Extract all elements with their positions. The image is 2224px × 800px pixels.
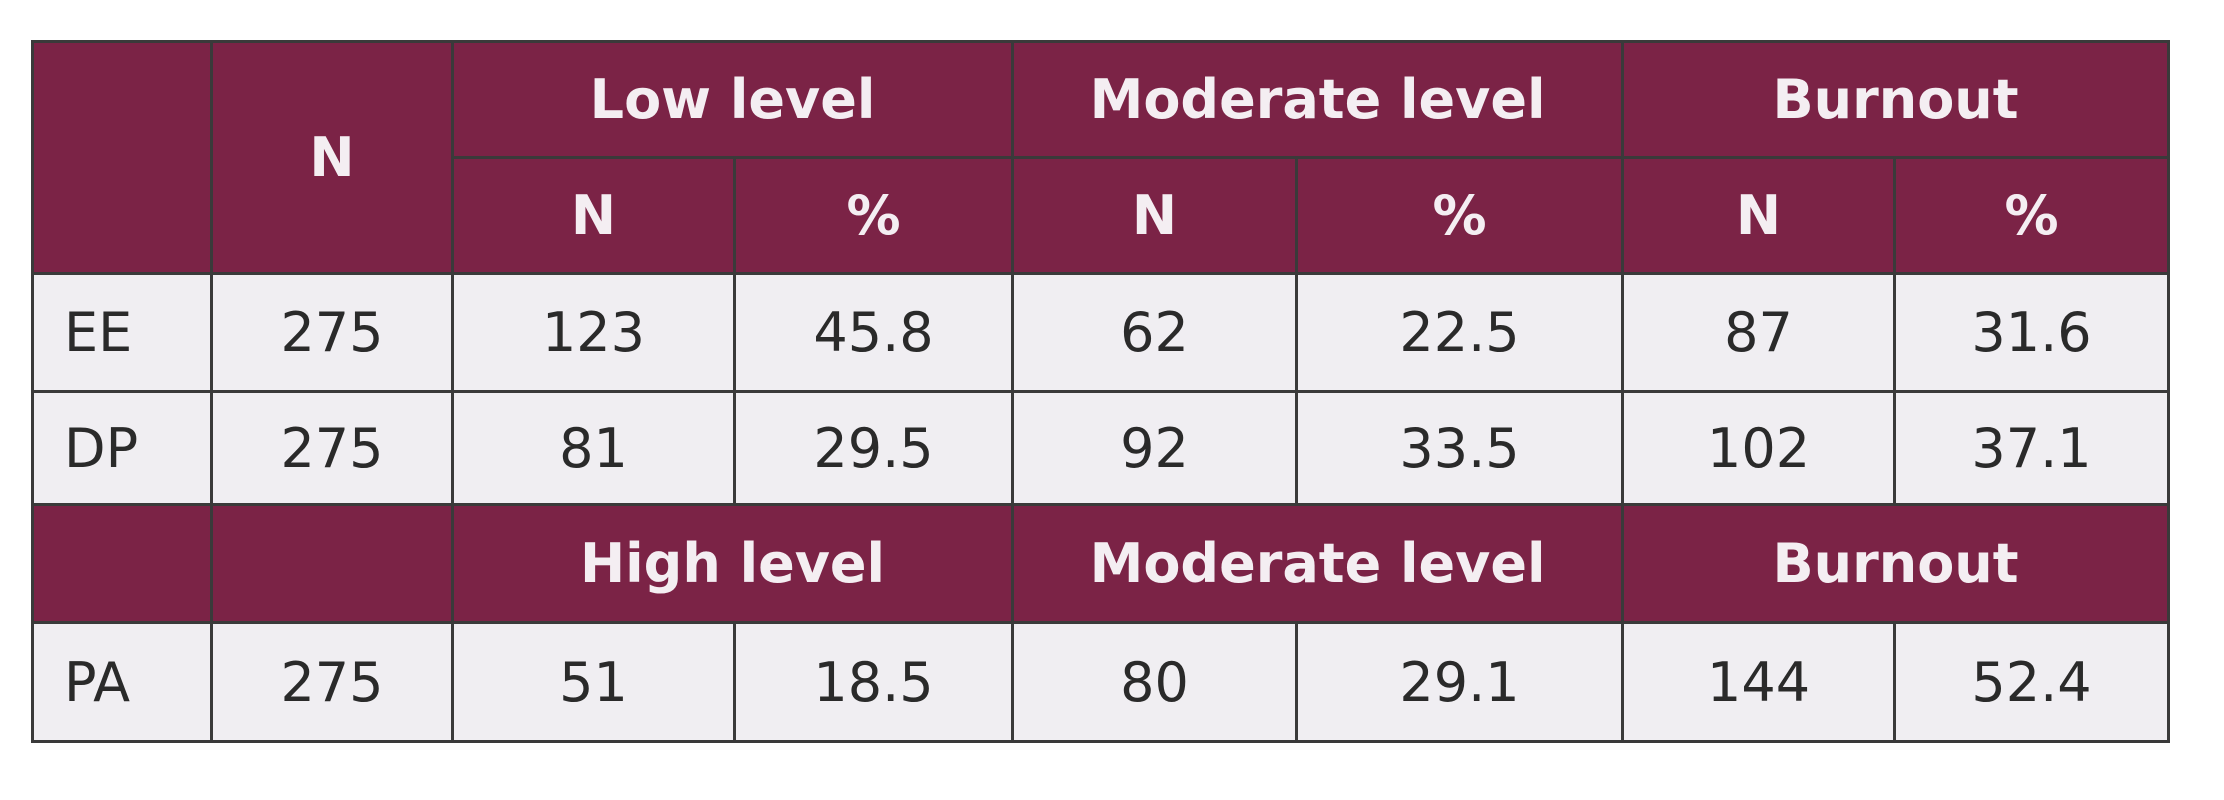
group-header: High level bbox=[450, 503, 1015, 624]
group-header: Moderate level bbox=[1011, 503, 1625, 624]
header-cell bbox=[31, 503, 213, 624]
data-row: PA 275 51 18.5 80 29.1 144 52.4 bbox=[31, 621, 2171, 743]
sub-header: % bbox=[1295, 156, 1625, 275]
header-row: N Low level Moderate level Burnout bbox=[31, 40, 2171, 275]
group-header: Moderate level bbox=[1011, 40, 1625, 159]
group-header: Burnout bbox=[1621, 40, 2171, 159]
subheader-row: N % N % N % bbox=[33, 156, 2171, 275]
cell: 275 bbox=[210, 272, 454, 393]
cell: 29.5 bbox=[732, 390, 1015, 506]
row-label: DP bbox=[31, 390, 213, 506]
cell: 52.4 bbox=[1893, 621, 2171, 743]
sub-header: N bbox=[1011, 156, 1299, 275]
row-label: PA bbox=[31, 621, 213, 743]
cell: 29.1 bbox=[1295, 621, 1625, 743]
cell: 144 bbox=[1621, 621, 1897, 743]
header-cell bbox=[210, 503, 454, 624]
cell: 22.5 bbox=[1295, 272, 1625, 393]
cell: 81 bbox=[451, 390, 736, 506]
cell: 62 bbox=[1011, 272, 1299, 393]
row-label: EE bbox=[31, 272, 213, 393]
cell: 80 bbox=[1011, 621, 1299, 743]
cell: 275 bbox=[210, 621, 454, 743]
data-row: DP 275 81 29.5 92 33.5 102 37.1 bbox=[31, 390, 2171, 506]
header-cell: N bbox=[210, 40, 454, 275]
cell: 275 bbox=[210, 390, 454, 506]
cell: 45.8 bbox=[732, 272, 1015, 393]
cell: 92 bbox=[1011, 390, 1299, 506]
cell: 37.1 bbox=[1893, 390, 2171, 506]
header-row: High level Moderate level Burnout bbox=[31, 503, 2171, 624]
sub-header: % bbox=[732, 156, 1015, 275]
group-header: Low level bbox=[450, 40, 1015, 159]
header-cell bbox=[31, 40, 213, 275]
burnout-table: N Low level Moderate level Burnout N % N… bbox=[31, 40, 2171, 743]
cell: 123 bbox=[451, 272, 736, 393]
cell: 102 bbox=[1621, 390, 1897, 506]
cell: 18.5 bbox=[732, 621, 1015, 743]
data-row: EE 275 123 45.8 62 22.5 87 31.6 bbox=[31, 272, 2171, 393]
cell: 31.6 bbox=[1893, 272, 2171, 393]
table-body: N Low level Moderate level Burnout N % N… bbox=[31, 40, 2171, 743]
sub-header: N bbox=[451, 156, 736, 275]
sub-header: % bbox=[1893, 156, 2171, 275]
cell: 51 bbox=[451, 621, 736, 743]
sub-header: N bbox=[1621, 156, 1897, 275]
group-header: Burnout bbox=[1621, 503, 2171, 624]
cell: 87 bbox=[1621, 272, 1897, 393]
cell: 33.5 bbox=[1295, 390, 1625, 506]
